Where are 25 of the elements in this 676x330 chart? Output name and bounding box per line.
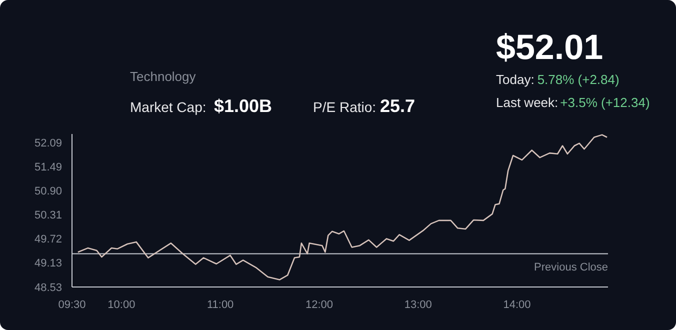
- line-series: [77, 134, 608, 280]
- text: 5.78% (+2.84): [537, 72, 620, 87]
- y-tick-label: 51.49: [34, 162, 62, 174]
- x-tick-label: 10:00: [108, 299, 136, 311]
- y-tick-label: 49.13: [34, 258, 62, 270]
- text: Market Cap:: [130, 99, 206, 115]
- chart-subtitle: Technology: [130, 69, 196, 84]
- text: P/E Ratio:: [313, 99, 376, 115]
- text: Last week:: [496, 95, 558, 110]
- text: Today:: [496, 72, 534, 87]
- y-tick-label: 48.53: [34, 282, 62, 294]
- text: $1.00B: [214, 96, 272, 116]
- ref-line-label: Previous Close: [534, 262, 608, 274]
- y-tick-label: 50.31: [34, 210, 62, 222]
- text: $52.01: [496, 28, 604, 67]
- x-tick-label: 11:00: [206, 299, 234, 311]
- text: 25.7: [380, 96, 416, 116]
- x-tick-label: 12:00: [305, 299, 333, 311]
- x-tick-label: 09:30: [58, 299, 86, 311]
- x-tick-label: 13:00: [404, 299, 432, 311]
- y-tick-label: 50.90: [34, 186, 62, 198]
- x-tick-label: 14:00: [503, 299, 531, 311]
- text: +3.5% (+12.34): [560, 95, 650, 110]
- y-tick-label: 49.72: [34, 234, 62, 246]
- y-tick-label: 52.09: [34, 137, 62, 150]
